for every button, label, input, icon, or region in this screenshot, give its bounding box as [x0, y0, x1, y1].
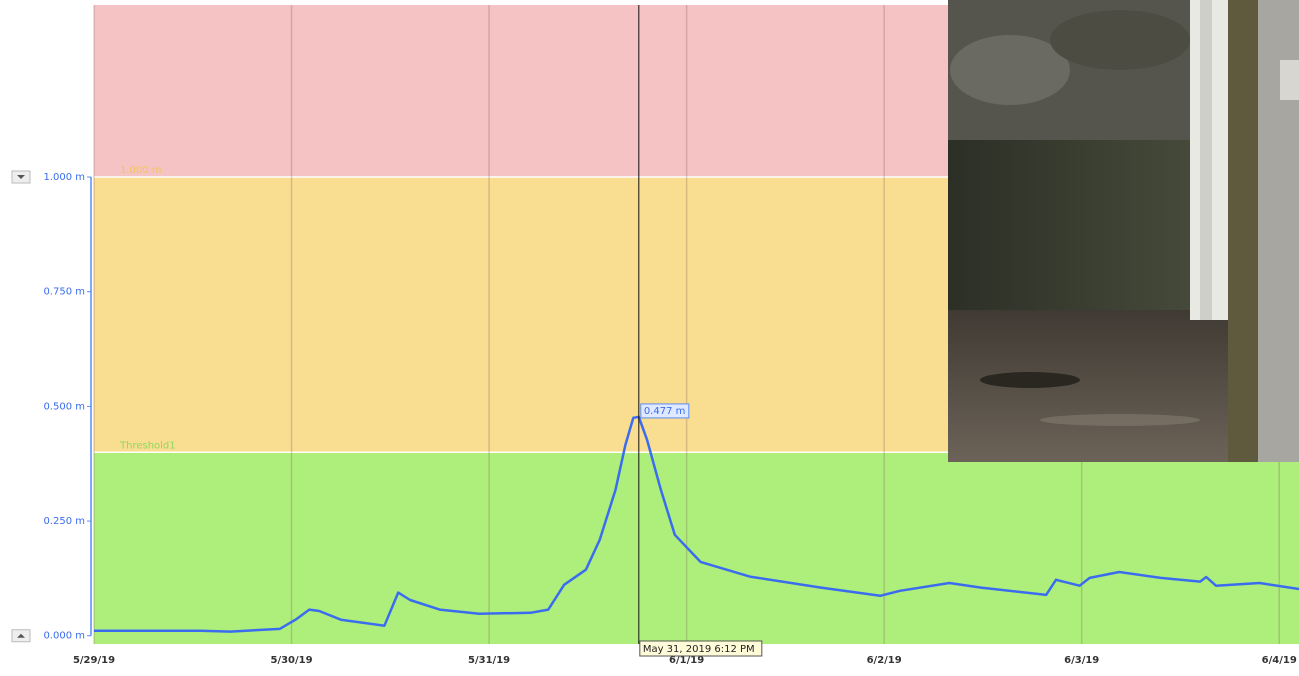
- x-tick-label: 5/31/19: [468, 655, 510, 666]
- water: [948, 310, 1238, 462]
- y-tick-label: 0.750 m: [43, 287, 85, 298]
- threshold-label: Threshold1: [119, 440, 176, 451]
- x-tick-label: 6/4/19: [1262, 655, 1297, 666]
- gauge-scale: [1200, 0, 1212, 320]
- x-tick-label: 6/3/19: [1064, 655, 1099, 666]
- cursor-x-box: [639, 640, 763, 657]
- y-tick-label: 0.250 m: [43, 516, 85, 527]
- rock: [1050, 10, 1190, 70]
- ripple: [1040, 414, 1200, 426]
- photo-inset: [948, 0, 1299, 462]
- y-tick-label: 0.000 m: [43, 631, 85, 642]
- rock: [950, 35, 1070, 105]
- x-tick-label: 6/1/19: [669, 655, 704, 666]
- threshold-label: 1.000 m: [120, 165, 162, 176]
- cursor-x-label: May 31, 2019 6:12 PM: [643, 644, 755, 655]
- threshold-band: [94, 452, 1299, 644]
- x-tick-label: 6/2/19: [867, 655, 902, 666]
- moss: [1228, 0, 1258, 462]
- scroll-arrow: [17, 175, 25, 180]
- cursor-value-box: [640, 403, 690, 419]
- wall: [948, 140, 1193, 315]
- x-tick-label: 5/30/19: [270, 655, 312, 666]
- y-tick-label: 0.500 m: [43, 401, 85, 412]
- scroll-arrow: [17, 633, 25, 638]
- ripple: [980, 372, 1080, 388]
- cursor-value-label: 0.477 m: [644, 406, 686, 417]
- y-tick-label: 1.000 m: [43, 172, 85, 183]
- x-tick-label: 5/29/19: [73, 655, 115, 666]
- concrete: [1280, 60, 1299, 100]
- axes: 5/29/19 5/30/19 5/31/19 6/1/19 6/2/19 6/3/19 6…: [11, 5, 1297, 666]
